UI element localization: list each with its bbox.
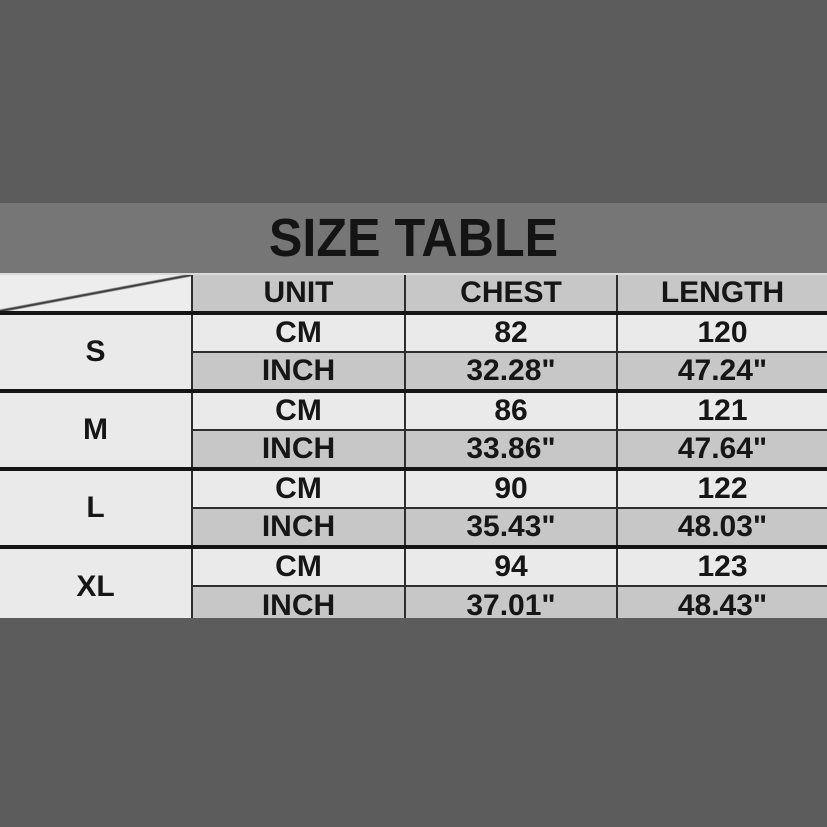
table-row-s-inch: INCH 32.28" 47.24" — [0, 351, 827, 391]
header-row: UNIT CHEST LENGTH — [0, 273, 827, 315]
chest-value: 94 — [404, 545, 617, 586]
diagonal-corner-cell — [0, 273, 192, 315]
unit-cell: CM — [191, 545, 405, 586]
chest-value: 35.43" — [404, 507, 617, 547]
unit-cell: INCH — [191, 429, 405, 469]
size-label-l: L — [0, 467, 192, 547]
length-value: 122 — [616, 467, 827, 508]
size-table-header: UNIT CHEST LENGTH — [0, 273, 827, 315]
table-row-l-inch: INCH 35.43" 48.03" — [0, 507, 827, 547]
title-band: SIZE TABLE — [0, 203, 827, 273]
chest-value: 32.28" — [404, 351, 617, 391]
unit-cell: INCH — [191, 351, 405, 391]
chest-value: 33.86" — [404, 429, 617, 469]
chest-value: 82 — [404, 311, 617, 352]
size-label-xl: XL — [0, 545, 192, 618]
col-header-chest: CHEST — [404, 273, 617, 315]
length-value: 48.03" — [616, 507, 827, 547]
length-value: 48.43" — [616, 585, 827, 618]
chest-value: 86 — [404, 389, 617, 430]
chest-value: 37.01" — [404, 585, 617, 618]
length-value: 47.24" — [616, 351, 827, 391]
length-value: 121 — [616, 389, 827, 430]
length-value: 47.64" — [616, 429, 827, 469]
size-table-body: S CM 82 120 INCH 32.28" 47.24" M CM 86 1… — [0, 311, 827, 618]
chest-value: 90 — [404, 467, 617, 508]
size-label-s: S — [0, 311, 192, 391]
unit-cell: CM — [191, 389, 405, 430]
table-row-m-inch: INCH 33.86" 47.64" — [0, 429, 827, 469]
table-row-m-cm: M CM 86 121 — [0, 389, 827, 469]
table-row-s-cm: S CM 82 120 — [0, 311, 827, 391]
length-value: 123 — [616, 545, 827, 586]
unit-cell: INCH — [191, 585, 405, 618]
unit-cell: CM — [191, 467, 405, 508]
page-title: SIZE TABLE — [268, 208, 559, 268]
length-value: 120 — [616, 311, 827, 352]
table-row-xl-cm: XL CM 94 123 — [0, 545, 827, 618]
unit-cell: CM — [191, 311, 405, 352]
table-row-l-cm: L CM 90 122 — [0, 467, 827, 547]
unit-cell: INCH — [191, 507, 405, 547]
size-label-m: M — [0, 389, 192, 469]
table-row-xl-inch: INCH 37.01" 48.43" — [0, 585, 827, 618]
size-chart-panel: SIZE TABLE UNIT CHEST LENGTH S — [0, 203, 827, 618]
size-table: UNIT CHEST LENGTH S CM 82 120 INCH 32.28… — [0, 273, 827, 618]
col-header-length: LENGTH — [616, 273, 827, 315]
col-header-unit: UNIT — [191, 273, 405, 315]
